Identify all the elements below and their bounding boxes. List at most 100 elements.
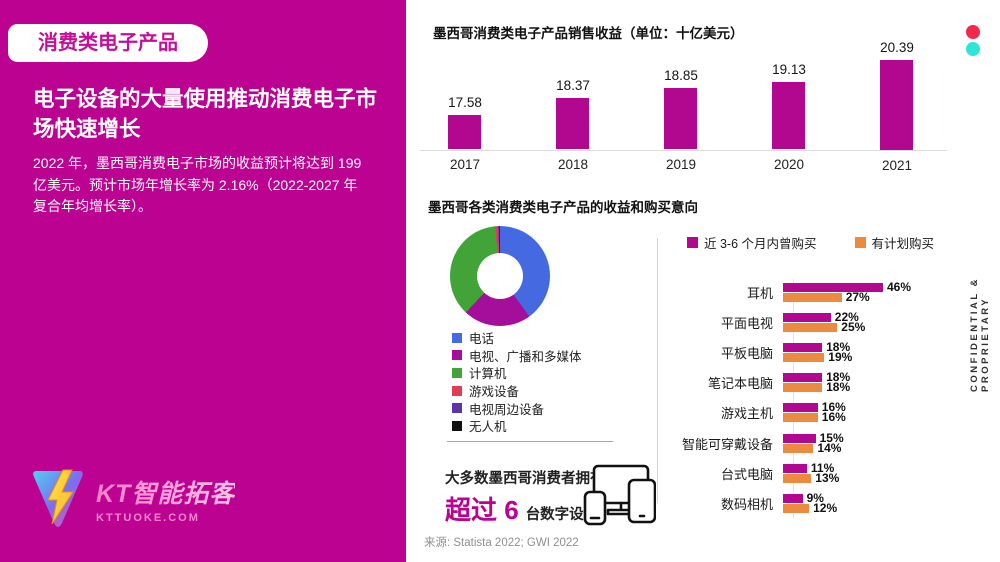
revenue-chart-title: 墨西哥消费类电子产品销售收益（单位：十亿美元） <box>433 26 744 41</box>
purchase-bar <box>783 503 810 513</box>
purchase-row: 数码相机 9% 12% <box>660 488 990 518</box>
purchase-value-label: 22% <box>834 309 859 324</box>
purchase-bar-pair: 46% 27% <box>783 281 911 304</box>
purchase-bar-line: 9% <box>783 490 837 505</box>
revenue-bar <box>448 115 482 149</box>
revenue-year-label: 2021 <box>881 158 913 173</box>
revenue-year-label: 2019 <box>665 157 697 172</box>
purchase-bar <box>783 352 825 362</box>
revenue-column: 17.58 2017 <box>411 40 519 172</box>
revenue-bar-area: 17.58 <box>448 40 482 149</box>
purchase-bar <box>783 383 823 393</box>
purchase-legend-item: 近 3-6 个月内曾购买 <box>687 233 817 252</box>
legend-swatch <box>854 237 866 248</box>
purchase-bar-line: 15% <box>783 432 844 444</box>
purchase-value-label: 27% <box>845 289 870 304</box>
legend-swatch <box>452 403 462 414</box>
purchase-row: 台式电脑 11% 13% <box>660 458 990 488</box>
donut-hole <box>477 253 523 299</box>
purchase-bar-line: 25% <box>783 321 865 333</box>
purchase-row: 平面电视 22% 25% <box>660 307 990 337</box>
legend-swatch <box>452 385 462 396</box>
purchase-bar-pair: 18% 18% <box>783 371 851 395</box>
revenue-year-label: 2020 <box>773 157 805 172</box>
revenue-value-label: 18.85 <box>664 68 698 84</box>
purchase-bar-pair: 9% 12% <box>783 490 838 515</box>
purchase-bar <box>783 292 842 302</box>
confidential-label: CONFIDENTIAL & PROPRIETARY <box>969 276 991 392</box>
purchase-category-label: 台式电脑 <box>720 466 773 482</box>
purchase-category-label: 笔记本电脑 <box>707 376 773 392</box>
purchase-bar-pair: 16% 16% <box>783 400 846 423</box>
purchase-bar <box>783 443 814 453</box>
purchase-bar <box>783 282 883 292</box>
revenue-column: 20.39 2021 <box>843 40 951 173</box>
donut-legend-item: 计算机 <box>452 364 582 382</box>
purchase-bar <box>783 473 812 483</box>
revenue-bar-area: 18.37 <box>556 40 590 149</box>
revenue-value-label: 20.39 <box>880 40 914 55</box>
purchase-value-label: 14% <box>817 440 842 455</box>
donut-legend-label: 游戏设备 <box>469 385 520 400</box>
purchase-value-label: 19% <box>828 349 853 364</box>
purchase-bar-line: 16% <box>783 411 846 423</box>
purchase-value-label: 13% <box>815 470 840 485</box>
donut-legend-item: 游戏设备 <box>452 382 582 400</box>
purchase-legend-label: 近 3-6 个月内曾购买 <box>704 237 817 251</box>
purchase-category-label: 耳机 <box>746 285 773 301</box>
purchase-bar-line: 18% <box>783 339 852 354</box>
revenue-chart-axis-line <box>420 150 947 151</box>
purchase-bar <box>783 322 838 332</box>
purchase-value-label: 16% <box>821 400 846 415</box>
legend-swatch <box>687 237 698 248</box>
category-section-title: 墨西哥各类消费类电子产品的收益和购买意向 <box>428 200 698 215</box>
purchase-bar-pair: 11% 13% <box>783 460 840 485</box>
purchase-row: 笔记本电脑 18% 18% <box>660 368 990 398</box>
purchase-value-label: 11% <box>810 460 835 475</box>
donut-legend-item: 无人机 <box>452 417 582 435</box>
page-title: 电子设备的大量使用推动消费电子市场快速增长 <box>33 87 378 142</box>
revenue-bar <box>772 82 806 149</box>
purchase-bar <box>783 433 816 443</box>
purchase-bar <box>783 342 823 352</box>
legend-swatch <box>452 367 462 378</box>
purchase-category-label: 数码相机 <box>720 496 773 512</box>
purchase-bar <box>783 413 818 423</box>
donut-legend-item: 电视周边设备 <box>452 399 582 417</box>
devices-icon <box>583 464 656 526</box>
purchase-category-label: 平面电视 <box>720 315 773 331</box>
purchase-bar <box>783 493 803 503</box>
ownership-line2: 超过 6 台数字设备 <box>445 490 605 527</box>
donut-legend-label: 电话 <box>469 332 495 347</box>
purchase-bar <box>783 373 823 383</box>
purchase-bar-pair: 18% 19% <box>783 339 853 364</box>
revenue-value-label: 17.58 <box>448 95 482 111</box>
purchase-bar-line: 11% <box>783 460 839 475</box>
purchase-chart-legend: 近 3-6 个月内曾购买 有计划购买 <box>687 233 934 252</box>
legend-divider-line <box>447 441 613 442</box>
purchase-bar-chart: 耳机 46% 27% 平面电视 22% 25% 平板电脑 18% 19% 笔记本电脑 18% 18% 游… <box>660 277 990 519</box>
purchase-row: 耳机 46% 27% <box>660 277 990 307</box>
purchase-bar-line: 13% <box>783 470 840 485</box>
revenue-column: 18.37 2018 <box>519 40 627 172</box>
purchase-value-label: 18% <box>826 380 851 395</box>
legend-swatch <box>452 420 462 431</box>
revenue-bar-chart: 17.58 2017 18.37 2018 18.85 2019 19.13 2020 20.3… <box>411 40 951 173</box>
purchase-bar-line: 19% <box>783 349 853 364</box>
corner-dot-red <box>966 25 980 39</box>
purchase-bar-line: 18% <box>783 380 851 395</box>
logo-text-block: KT智能拓客 KTTUOKE.COM <box>96 474 235 524</box>
purchase-value-label: 9% <box>806 490 824 505</box>
section-badge-label: 消费类电子产品 <box>38 32 178 54</box>
revenue-bar-area: 19.13 <box>772 40 806 149</box>
purchase-bar-line: 14% <box>783 440 844 455</box>
purchase-category-label: 智能可穿戴设备 <box>681 436 773 452</box>
donut-legend: 电话 电视、广播和多媒体 计算机 游戏设备 电视周边设备 无人机 <box>452 329 582 435</box>
purchase-value-label: 12% <box>813 500 838 515</box>
logo-url: KTTUOKE.COM <box>96 512 200 524</box>
purchase-bar-pair: 22% 25% <box>783 309 865 333</box>
revenue-year-label: 2017 <box>449 157 481 172</box>
ownership-suffix: 台数字设备 <box>525 507 599 523</box>
purchase-value-label: 18% <box>826 339 851 354</box>
